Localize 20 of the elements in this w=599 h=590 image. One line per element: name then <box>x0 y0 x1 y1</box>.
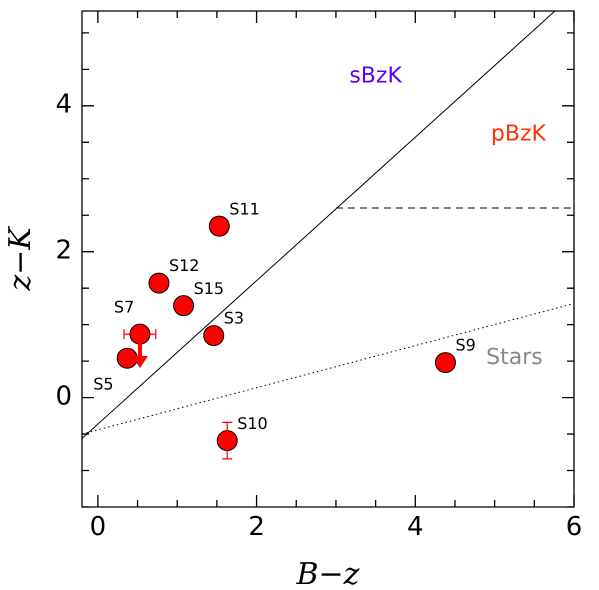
annotation: sBzK <box>349 63 402 88</box>
annotation: S5 <box>93 374 114 394</box>
annotation: S15 <box>194 278 224 298</box>
y-tick-label: 2 <box>55 235 72 266</box>
x-axis-title: B−z <box>296 557 360 590</box>
y-tick-label: 4 <box>55 90 72 120</box>
annotation: S7 <box>114 297 134 316</box>
annotation: Stars <box>486 344 543 370</box>
x-tick-label: 2 <box>248 512 265 542</box>
annotation: S3 <box>224 308 244 328</box>
annotation: S9 <box>455 336 476 355</box>
annotation: S10 <box>237 414 268 433</box>
x-tick-label: 6 <box>566 512 582 542</box>
y-tick-label: 0 <box>55 381 72 412</box>
y-axis-title: z−K <box>3 226 38 292</box>
annotation: S11 <box>229 199 260 218</box>
x-tick-label: 4 <box>407 512 424 542</box>
annotation: S12 <box>168 256 200 276</box>
x-tick-label: 0 <box>90 512 106 542</box>
annotation: pBzK <box>490 122 547 147</box>
